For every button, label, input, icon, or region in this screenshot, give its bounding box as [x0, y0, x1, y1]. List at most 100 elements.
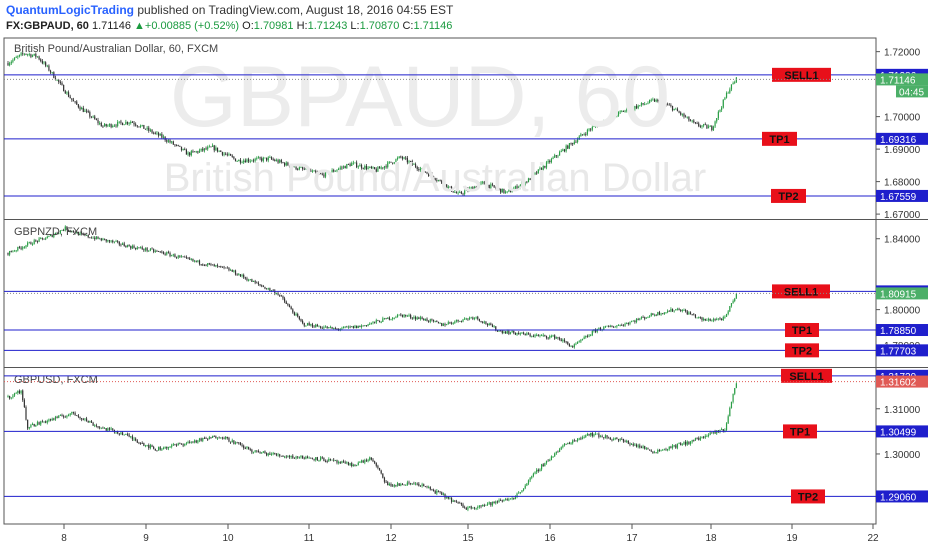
candle-body — [54, 416, 57, 420]
candle-body — [15, 57, 17, 59]
candle-body — [336, 460, 338, 463]
candle-body — [375, 462, 377, 466]
candle-body — [444, 184, 446, 187]
candle-body — [522, 488, 525, 491]
candle-body — [243, 274, 245, 278]
candle-body — [457, 501, 459, 503]
candle-body — [338, 328, 340, 330]
candle-body — [514, 186, 516, 189]
candle-body — [61, 230, 63, 231]
candle-body — [36, 240, 39, 242]
candle-body — [581, 437, 584, 440]
candle-body — [611, 326, 613, 328]
x-tick-label: 18 — [705, 533, 717, 544]
candle-body — [411, 483, 413, 485]
candle-body — [465, 189, 467, 191]
candle-body — [508, 499, 510, 501]
candle-body — [591, 126, 593, 130]
candle-body — [434, 178, 436, 180]
candle-body — [259, 452, 261, 454]
candle-body — [357, 325, 359, 329]
candle-body — [711, 320, 713, 322]
candle-body — [333, 328, 335, 329]
candle-body — [280, 295, 282, 297]
candle-body — [257, 157, 260, 159]
candle-body — [128, 245, 130, 247]
candle-body — [380, 167, 382, 169]
candle-body — [118, 241, 120, 245]
candle-body — [408, 315, 410, 316]
candle-body — [110, 240, 112, 242]
candle-body — [326, 326, 328, 329]
candle-body — [491, 501, 494, 506]
candle-body — [500, 188, 502, 193]
candle-body — [482, 322, 484, 323]
candle-body — [238, 442, 240, 444]
candle-body — [501, 188, 503, 193]
candle-body — [344, 166, 346, 169]
candle-body — [558, 449, 561, 452]
candle-body — [298, 457, 300, 459]
candle-body — [711, 432, 713, 434]
candle-body — [218, 437, 220, 439]
candle-body — [107, 428, 109, 431]
candle-body — [251, 160, 253, 162]
candle-body — [285, 301, 287, 304]
candle-body — [172, 254, 174, 256]
candle-body — [272, 159, 274, 160]
candle-body — [462, 319, 464, 322]
level-price: 1.29060 — [880, 492, 917, 503]
candle-body — [9, 395, 11, 399]
candle-body — [369, 323, 371, 325]
level-label: SELL1 — [789, 371, 823, 383]
candle-body — [642, 103, 644, 105]
candle-body — [180, 256, 183, 258]
candle-body — [414, 164, 417, 167]
candle-body — [671, 445, 674, 448]
candle-body — [441, 492, 443, 495]
candle-body — [53, 418, 55, 420]
candle-body — [105, 239, 107, 242]
candle-body — [395, 317, 397, 319]
candle-body — [400, 484, 402, 486]
candle-body — [167, 252, 170, 254]
candle-body — [315, 324, 317, 328]
candle-body — [583, 134, 585, 135]
candle-body — [207, 147, 209, 150]
candle-body — [694, 122, 697, 124]
candle-body — [706, 320, 708, 321]
candle-body — [640, 317, 643, 319]
candle-body — [703, 436, 705, 438]
candle-body — [529, 477, 531, 481]
candle-body — [539, 168, 541, 170]
candle-body — [306, 323, 309, 326]
candle-body — [117, 121, 119, 126]
candle-body — [225, 267, 227, 269]
change-arrow-icon: ▲ — [134, 20, 145, 32]
candle-body — [529, 178, 531, 181]
candle-body — [411, 317, 413, 319]
candle-body — [439, 322, 441, 324]
candle-body — [722, 99, 724, 108]
candle-body — [655, 314, 657, 316]
candle-body — [279, 454, 281, 456]
candle-body — [28, 54, 30, 56]
candle-body — [400, 314, 402, 316]
candle-body — [174, 254, 176, 258]
candle-body — [686, 441, 688, 445]
candle-body — [261, 285, 263, 287]
candle-body — [328, 327, 330, 329]
candle-body — [35, 240, 37, 242]
candle-body — [43, 62, 45, 64]
candle-body — [426, 172, 428, 174]
candle-body — [205, 438, 207, 440]
candle-body — [460, 503, 462, 505]
candle-body — [500, 330, 502, 332]
candle-body — [455, 192, 458, 194]
publisher-name[interactable]: QuantumLogicTrading — [6, 3, 134, 17]
candle-body — [375, 169, 377, 172]
candle-body — [604, 326, 607, 328]
candle-body — [555, 155, 557, 157]
candle-body — [228, 437, 230, 442]
